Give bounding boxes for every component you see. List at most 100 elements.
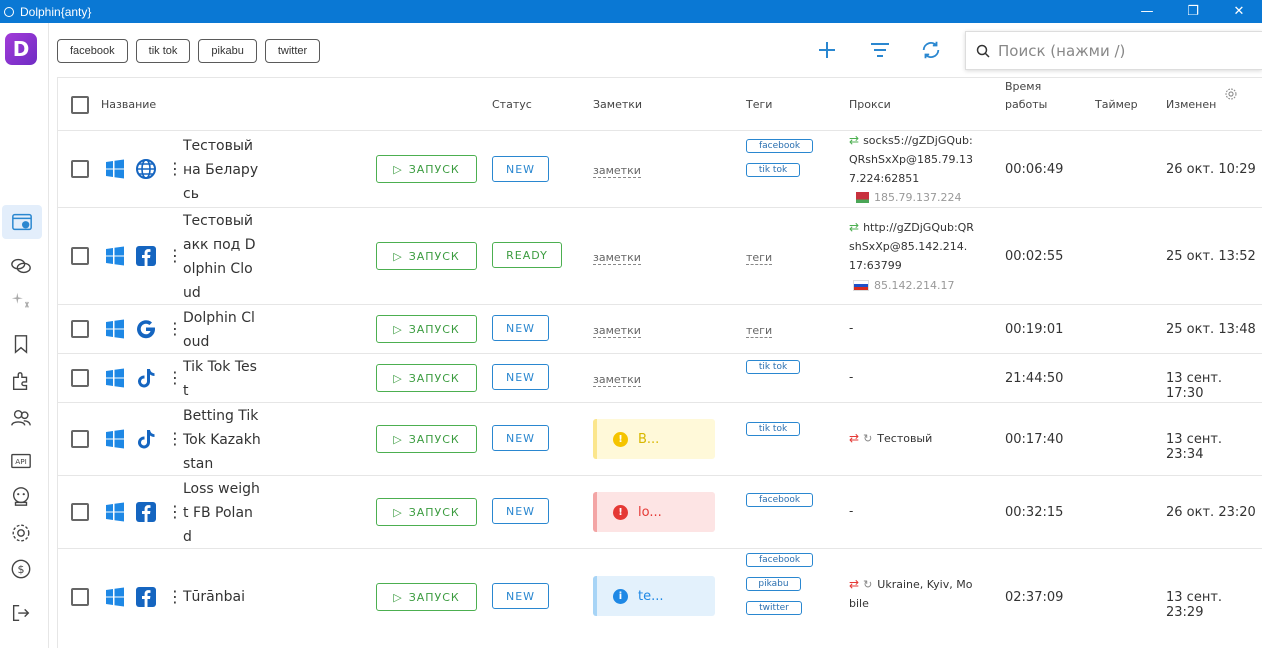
note-box[interactable]: ! lo... [593, 492, 715, 532]
row-menu-icon[interactable]: ⋮ [167, 159, 183, 178]
run-button[interactable]: ▷ ЗАПУСК [376, 583, 477, 611]
col-status[interactable]: Статус [492, 98, 532, 111]
profile-name[interactable]: Dolphin Cloud [183, 310, 255, 350]
note-box[interactable]: i te... [593, 576, 715, 616]
filter-button[interactable] [866, 36, 894, 64]
proxy-empty[interactable]: - [849, 504, 854, 518]
run-button[interactable]: ▷ ЗАПУСК [376, 364, 477, 392]
status-badge[interactable]: NEW [492, 498, 549, 524]
search-input[interactable] [998, 41, 1238, 60]
tag-pill[interactable]: facebook [746, 553, 813, 567]
col-proxy[interactable]: Прокси [849, 98, 891, 111]
notes-link[interactable]: заметки [593, 324, 641, 338]
dolphin-logo[interactable]: D [5, 33, 37, 65]
row-menu-icon[interactable]: ⋮ [167, 368, 183, 387]
notes-link[interactable]: заметки [593, 164, 641, 178]
tag-pill[interactable]: twitter [746, 601, 802, 615]
table-row[interactable]: ⋮ Loss weight FB Poland ▷ ЗАПУСК NEW ! lo… [58, 476, 1262, 549]
tag-filter-pikabu[interactable]: pikabu [198, 39, 257, 63]
sidebar-item-automation[interactable] [8, 483, 34, 509]
table-row[interactable]: ⋮ Tūrānbai ▷ ЗАПУСК NEW i te... facebook … [58, 549, 1262, 649]
row-checkbox[interactable] [71, 320, 89, 338]
note-box[interactable]: ! B... [593, 419, 715, 459]
run-button[interactable]: ▷ ЗАПУСК [376, 242, 477, 270]
table-row[interactable]: ⋮ Betting Tik Tok Kazakhstan ▷ ЗАПУСК NEW… [58, 403, 1262, 476]
run-button[interactable]: ▷ ЗАПУСК [376, 498, 477, 526]
sidebar-item-scenarios[interactable] [8, 288, 34, 314]
table-row[interactable]: ⋮ Dolphin Cloud ▷ ЗАПУСК NEW заметки теги… [58, 305, 1262, 354]
status-badge[interactable]: NEW [492, 425, 549, 451]
notes-link[interactable]: заметки [593, 373, 641, 387]
sidebar-item-bookmarks[interactable] [8, 331, 34, 357]
profile-name[interactable]: Тестовый акк под Dolphin Cloud [183, 213, 256, 301]
notes-link[interactable]: заметки [593, 251, 641, 265]
tag-filter-tiktok[interactable]: tik tok [135, 39, 191, 63]
col-changed[interactable]: Изменен [1166, 98, 1217, 111]
tags-link[interactable]: теги [746, 324, 773, 338]
add-profile-button[interactable] [813, 36, 841, 64]
row-menu-icon[interactable]: ⋮ [167, 502, 183, 521]
row-checkbox[interactable] [71, 247, 89, 265]
run-button[interactable]: ▷ ЗАПУСК [376, 155, 477, 183]
sidebar-item-api[interactable]: API [8, 448, 34, 474]
run-button[interactable]: ▷ ЗАПУСК [376, 425, 477, 453]
sidebar-item-logout[interactable] [8, 600, 34, 626]
row-menu-icon[interactable]: ⋮ [167, 319, 183, 338]
sidebar-item-profiles[interactable] [2, 205, 42, 239]
row-checkbox[interactable] [71, 430, 89, 448]
col-uptime-line1[interactable]: Время [1005, 80, 1042, 93]
status-badge[interactable]: NEW [492, 583, 549, 609]
table-row[interactable]: ⋮ Tik Tok Test ▷ ЗАПУСК NEW заметки tik t… [58, 354, 1262, 403]
column-settings-icon[interactable] [1224, 87, 1238, 101]
proxy-empty[interactable]: - [849, 321, 854, 335]
tag-pill[interactable]: tik tok [746, 163, 800, 177]
row-menu-icon[interactable]: ⋮ [167, 429, 183, 448]
col-uptime-line2[interactable]: работы [1005, 98, 1048, 111]
tag-pill[interactable]: tik tok [746, 422, 800, 436]
status-badge[interactable]: NEW [492, 364, 549, 390]
proxy-cell[interactable]: ⇄ socks5://gZDjGQub:QRshSxXp@185.79.137.2… [849, 131, 974, 188]
proxy-cell[interactable]: ⇄ ↻ Тестовый [849, 429, 974, 448]
tags-link[interactable]: теги [746, 251, 773, 265]
minimize-button[interactable]: — [1140, 4, 1154, 19]
sidebar-item-settings[interactable] [8, 520, 34, 546]
tag-pill[interactable]: tik tok [746, 360, 800, 374]
table-row[interactable]: ⋮ Тестовый на Беларусь ▷ ЗАПУСК NEW замет… [58, 131, 1262, 208]
sidebar-item-extensions[interactable] [8, 368, 34, 394]
status-badge[interactable]: NEW [492, 156, 549, 182]
tag-pill[interactable]: facebook [746, 139, 813, 153]
proxy-empty[interactable]: - [849, 370, 854, 384]
select-all-checkbox[interactable] [71, 96, 89, 114]
profile-name[interactable]: Tik Tok Test [183, 359, 257, 399]
status-badge[interactable]: READY [492, 242, 562, 268]
sidebar-item-billing[interactable]: $ [8, 556, 34, 582]
table-row[interactable]: ⋮ Тестовый акк под Dolphin Cloud ▷ ЗАПУСК… [58, 208, 1262, 305]
tag-filter-twitter[interactable]: twitter [264, 39, 321, 63]
col-timer[interactable]: Таймер [1095, 98, 1138, 111]
row-checkbox[interactable] [71, 503, 89, 521]
col-notes[interactable]: Заметки [593, 98, 643, 111]
refresh-button[interactable] [917, 36, 945, 64]
profile-name[interactable]: Tūrānbai [183, 589, 245, 605]
row-checkbox[interactable] [71, 369, 89, 387]
row-checkbox[interactable] [71, 588, 89, 606]
tag-pill[interactable]: facebook [746, 493, 813, 507]
proxy-cell[interactable]: ⇄ ↻ Ukraine, Kyiv, Mobile [849, 575, 974, 613]
sidebar-item-proxies[interactable] [8, 253, 34, 279]
col-tags[interactable]: Теги [746, 98, 773, 111]
profile-name[interactable]: Тестовый на Беларусь [183, 138, 259, 202]
row-menu-icon[interactable]: ⋮ [167, 246, 183, 265]
maximize-button[interactable]: ❐ [1187, 4, 1199, 19]
profile-name[interactable]: Betting Tik Tok Kazakhstan [183, 408, 261, 472]
col-name[interactable]: Название [101, 98, 157, 111]
tag-pill[interactable]: pikabu [746, 577, 801, 591]
tag-filter-facebook[interactable]: facebook [57, 39, 128, 63]
proxy-cell[interactable]: ⇄ http://gZDjGQub:QRshSxXp@85.142.214.17:… [849, 218, 974, 275]
run-button[interactable]: ▷ ЗАПУСК [376, 315, 477, 343]
status-badge[interactable]: NEW [492, 315, 549, 341]
close-button[interactable]: ✕ [1233, 4, 1245, 19]
profile-name[interactable]: Loss weight FB Poland [183, 481, 260, 545]
row-menu-icon[interactable]: ⋮ [167, 587, 183, 606]
row-checkbox[interactable] [71, 160, 89, 178]
sidebar-item-users[interactable] [8, 405, 34, 431]
